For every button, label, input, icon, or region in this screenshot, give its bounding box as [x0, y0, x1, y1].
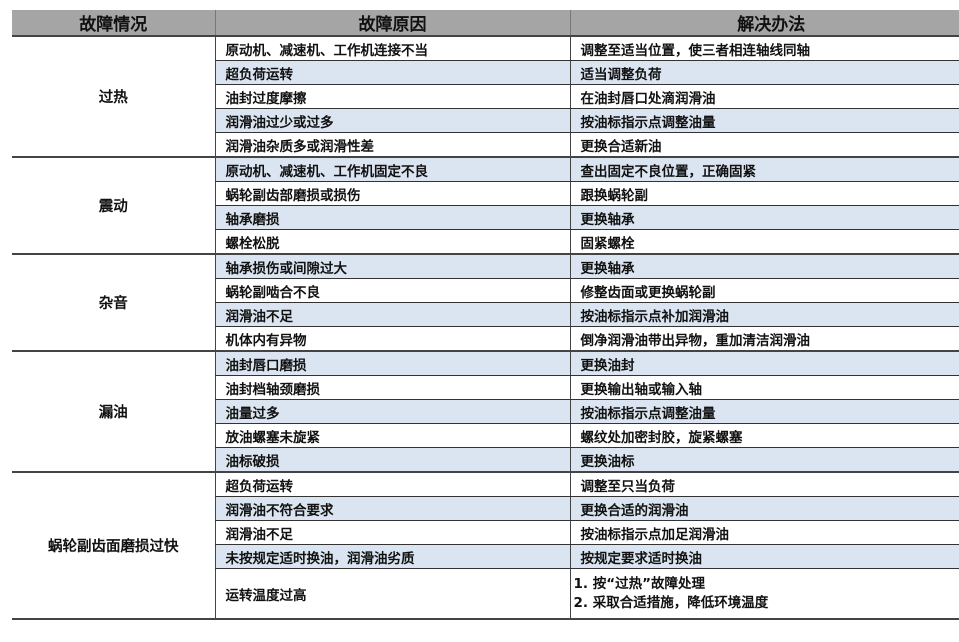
- fault-table: 故障情况 故障原因 解决办法 过热 原动机、减速机、工作机连接不当 调整至适当位置，…: [12, 10, 959, 620]
- solution-cell: 按规定要求适时换油: [569, 544, 959, 569]
- cause-cell: 润滑油不符合要求: [214, 496, 570, 521]
- solution-cell: 按油标指示点补加润滑油: [569, 302, 959, 327]
- solution-cell: 1. 按“过热”故障处理 2. 采取合适措施，降低环境温度: [569, 568, 959, 620]
- cause-cell: 油量过多: [214, 399, 570, 424]
- table-row: 蜗轮副齿面磨损过快 超负荷运转 调整至只当负荷: [12, 472, 959, 620]
- table-row: 杂音 轴承损伤或间隙过大 更换轴承: [12, 254, 959, 352]
- table-row: 润滑油不符合要求 更换合适的润滑油: [12, 496, 959, 521]
- solution-line: 1. 按“过热”故障处理: [573, 575, 705, 592]
- solution-cell: 固紧螺栓: [569, 229, 959, 255]
- table-row: 震动 原动机、减速机、工作机固定不良 查出固定不良位置，正确固紧: [12, 157, 959, 255]
- cause-cell: 原动机、减速机、工作机固定不良: [214, 157, 570, 182]
- cause-cell: 原动机、减速机、工作机连接不当: [214, 36, 570, 61]
- table-row: 超负荷运转 适当调整负荷: [12, 60, 959, 85]
- solution-cell: 螺纹处加密封胶，旋紧螺塞: [569, 423, 959, 448]
- cause-cell: 润滑油不足: [214, 520, 570, 545]
- table-row: 油封过度摩擦 在油封唇口处滴润滑油: [12, 84, 959, 109]
- header-solution: 解决办法: [569, 10, 959, 37]
- solution-line: 2. 采取合适措施，降低环境温度: [573, 594, 769, 611]
- cause-cell: 润滑油过少或过多: [214, 108, 570, 133]
- cause-cell: 放油螺塞未旋紧: [214, 423, 570, 448]
- fault-category: 过热: [12, 36, 215, 158]
- solution-cell: 倒净润滑油带出异物，重加清洁润滑油: [569, 326, 959, 352]
- solution-cell: 更换输出轴或输入轴: [569, 375, 959, 400]
- header-row: 故障情况 故障原因 解决办法: [12, 10, 959, 37]
- cause-cell: 蜗轮副齿部磨损或损伤: [214, 181, 570, 206]
- solution-cell: 查出固定不良位置，正确固紧: [569, 157, 959, 182]
- solution-cell: 更换合适的润滑油: [569, 496, 959, 521]
- cause-cell: 油封过度摩擦: [214, 84, 570, 109]
- solution-cell: 调整至只当负荷: [569, 472, 959, 497]
- table-row: 未按规定适时换油，润滑油劣质 按规定要求适时换油: [12, 544, 959, 569]
- table-row: 放油螺塞未旋紧 螺纹处加密封胶，旋紧螺塞: [12, 423, 959, 448]
- cause-cell: 机体内有异物: [214, 326, 570, 352]
- solution-cell: 在油封唇口处滴润滑油: [569, 84, 959, 109]
- table-row: 润滑油不足 按油标指示点加足润滑油: [12, 520, 959, 545]
- solution-cell: 更换油封: [569, 351, 959, 376]
- table-row: 油封档轴颈磨损 更换输出轴或输入轴: [12, 375, 959, 400]
- solution-cell: 更换轴承: [569, 205, 959, 230]
- solution-cell: 更换轴承: [569, 254, 959, 279]
- solution-cell: 调整至适当位置，使三者相连轴线同轴: [569, 36, 959, 61]
- cause-cell: 超负荷运转: [214, 472, 570, 497]
- cause-cell: 油标破损: [214, 447, 570, 473]
- table-row: 油标破损 更换油标: [12, 447, 959, 473]
- solution-cell: 更换油标: [569, 447, 959, 473]
- table-row: 蜗轮副啮合不良 修整齿面或更换蜗轮副: [12, 278, 959, 303]
- solution-cell: 按油标指示点加足润滑油: [569, 520, 959, 545]
- cause-cell: 油封档轴颈磨损: [214, 375, 570, 400]
- cause-cell: 运转温度过高: [214, 568, 570, 620]
- solution-cell: 按油标指示点调整油量: [569, 108, 959, 133]
- table-row: 润滑油不足 按油标指示点补加润滑油: [12, 302, 959, 327]
- header-fault: 故障情况: [12, 10, 215, 37]
- cause-cell: 润滑油杂质多或润滑性差: [214, 132, 570, 158]
- solution-cell: 适当调整负荷: [569, 60, 959, 85]
- cause-cell: 螺栓松脱: [214, 229, 570, 255]
- solution-cell: 按油标指示点调整油量: [569, 399, 959, 424]
- table-row: 油量过多 按油标指示点调整油量: [12, 399, 959, 424]
- cause-cell: 超负荷运转: [214, 60, 570, 85]
- fault-category: 蜗轮副齿面磨损过快: [12, 472, 215, 620]
- fault-category: 震动: [12, 157, 215, 255]
- fault-category: 杂音: [12, 254, 215, 352]
- table-row: 润滑油过少或过多 按油标指示点调整油量: [12, 108, 959, 133]
- table-row: 润滑油杂质多或润滑性差 更换合适新油: [12, 132, 959, 158]
- table-row: 漏油 油封唇口磨损 更换油封: [12, 351, 959, 473]
- header-cause: 故障原因: [214, 10, 570, 37]
- solution-cell: 跟换蜗轮副: [569, 181, 959, 206]
- solution-cell: 修整齿面或更换蜗轮副: [569, 278, 959, 303]
- cause-cell: 油封唇口磨损: [214, 351, 570, 376]
- cause-cell: 蜗轮副啮合不良: [214, 278, 570, 303]
- table-row: 运转温度过高 1. 按“过热”故障处理 2. 采取合适措施，降低环境温度: [12, 568, 959, 620]
- table-row: 蜗轮副齿部磨损或损伤 跟换蜗轮副: [12, 181, 959, 206]
- table-body: 过热 原动机、减速机、工作机连接不当 调整至适当位置，使三者相连轴线同轴 超负荷运转适…: [12, 36, 959, 620]
- table-row: 机体内有异物 倒净润滑油带出异物，重加清洁润滑油: [12, 326, 959, 352]
- cause-cell: 轴承磨损: [214, 205, 570, 230]
- table-row: 过热 原动机、减速机、工作机连接不当 调整至适当位置，使三者相连轴线同轴: [12, 36, 959, 158]
- solution-cell: 更换合适新油: [569, 132, 959, 158]
- cause-cell: 轴承损伤或间隙过大: [214, 254, 570, 279]
- table-row: 螺栓松脱 固紧螺栓: [12, 229, 959, 255]
- table-row: 轴承磨损 更换轴承: [12, 205, 959, 230]
- cause-cell: 未按规定适时换油，润滑油劣质: [214, 544, 570, 569]
- cause-cell: 润滑油不足: [214, 302, 570, 327]
- fault-category: 漏油: [12, 351, 215, 473]
